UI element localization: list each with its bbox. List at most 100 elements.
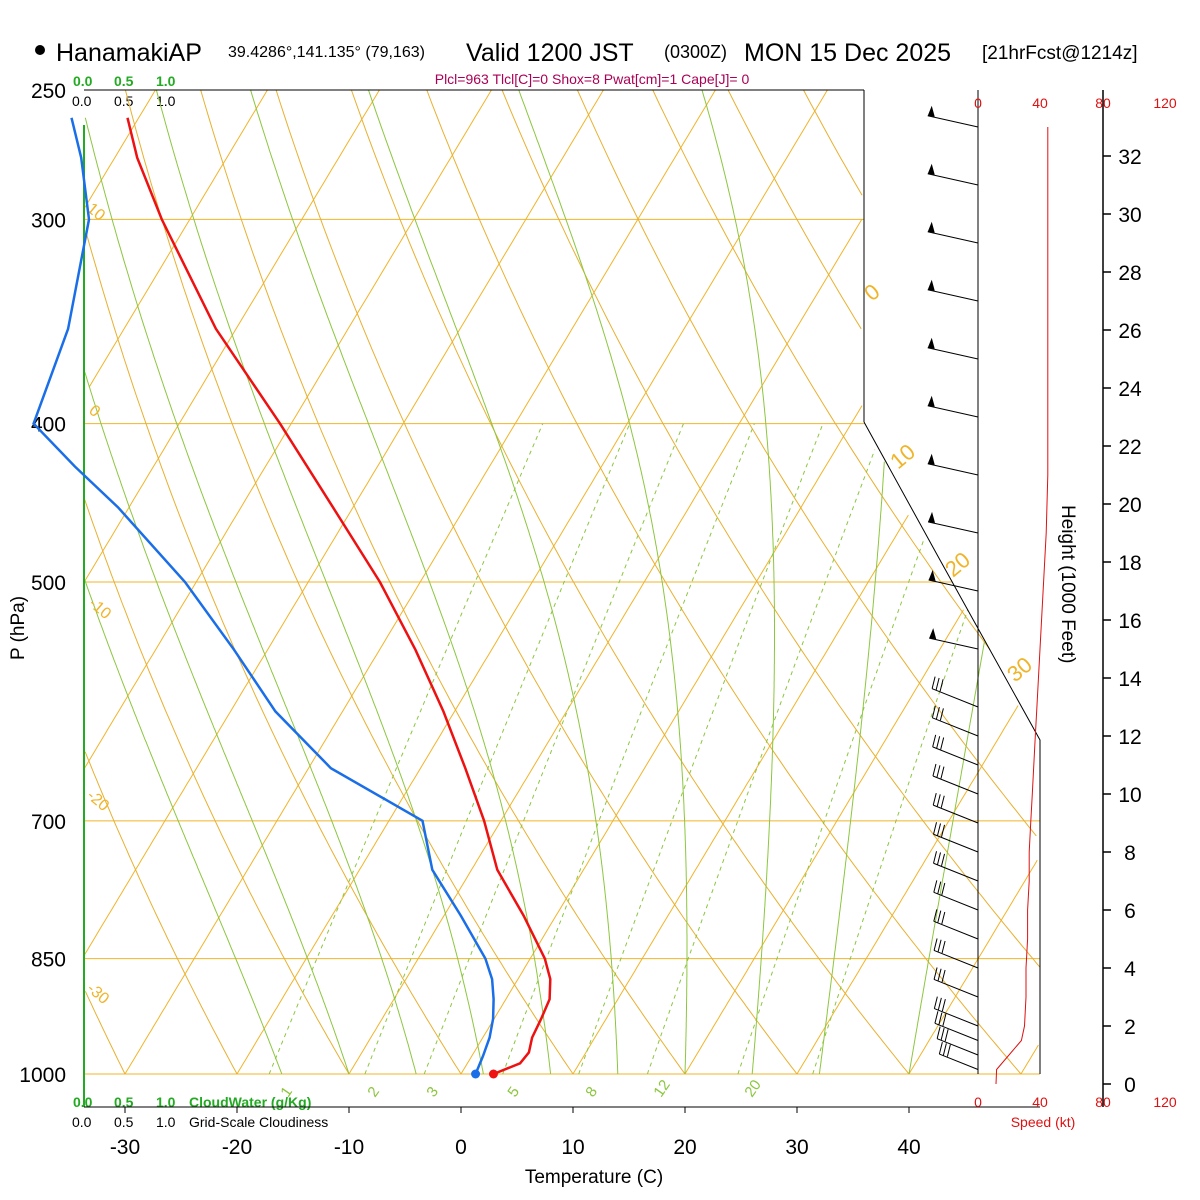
wind-barb-feather (937, 852, 942, 865)
wind-barb-staff (939, 1053, 979, 1070)
wind-barb-feather (941, 882, 946, 896)
cloud-scale-top-green-0: 0.0 (73, 73, 93, 89)
wind-barb-feather (937, 823, 942, 836)
speed-tick-top-80: 80 (1095, 95, 1111, 111)
wind-barb-staff (927, 347, 979, 360)
height-tick-0: 0 (1124, 1074, 1136, 1097)
height-tick-10: 10 (1118, 784, 1141, 807)
wind-barb-feather (940, 1027, 945, 1041)
speed-tick-bottom-0: 0 (974, 1094, 982, 1110)
mixing-ratio-line (737, 537, 925, 1075)
wind-barb-feather (946, 1044, 951, 1057)
wind-barb-staff (933, 949, 979, 969)
dewpoint-profile (32, 117, 495, 1075)
wind-barb-staff (929, 637, 979, 650)
wind-barb-feather (933, 909, 938, 922)
dry-adiabat (84, 499, 350, 1075)
wind-barb-feather (942, 1013, 947, 1027)
valid-time: Valid 1200 JST (466, 39, 634, 67)
wind-barb-pennant (927, 337, 935, 349)
mixing-ratio-label-2: 2 (364, 1084, 383, 1101)
temp-tick-20: 20 (673, 1136, 696, 1159)
cloud-scale-bottom-black-1: 0.5 (114, 1114, 134, 1130)
isotherm-lines: -30 -20 -10 0 10 20 30 40 (83, 89, 1039, 1159)
isotherm (124, 89, 716, 1075)
temp-tick--30: -30 (110, 1136, 140, 1159)
wind-barb-feather (941, 969, 946, 983)
temp-tick-40: 40 (897, 1136, 920, 1159)
cloud-scale-bottom-black-0: 0.0 (72, 1114, 92, 1130)
temp-tick-10: 10 (561, 1136, 584, 1159)
isotherm (236, 89, 828, 1075)
mixing-ratio-line (423, 423, 684, 1075)
wind-barb-feather (941, 940, 946, 954)
cloud-scale-bottom-black-2: 1.0 (156, 1114, 176, 1130)
height-tick-30: 30 (1118, 204, 1141, 227)
mixing-ratio-line (364, 423, 631, 1075)
mixing-ratio-label-12: 12 (650, 1077, 673, 1100)
dry-adiabat (85, 230, 462, 1075)
cloud-scale-bottom-green-2: 1.0 (156, 1094, 176, 1110)
wind-barb-feather (938, 1012, 943, 1025)
dry-adiabat (501, 89, 1041, 968)
cloud-scale-top-black-0: 0.0 (72, 93, 92, 109)
height-tick-24: 24 (1118, 378, 1142, 401)
wind-barb-feather (941, 853, 946, 866)
wind-barb-feather (937, 910, 942, 923)
wind-barb-feather (938, 1041, 943, 1055)
cloud-scale-top: 0.0 0.5 1.0 0.0 0.5 1.0 (72, 73, 176, 109)
wind-barb-feather (942, 1043, 947, 1056)
wind-barb-feather (940, 737, 945, 750)
height-tick-4: 4 (1124, 958, 1136, 981)
moist-adiabat (155, 89, 484, 1075)
moist-adiabat-label: 0 (859, 279, 884, 306)
pressure-tick-850: 850 (31, 949, 66, 972)
dry-adiabat (124, 89, 574, 1075)
wind-barb-staff (933, 862, 979, 882)
wind-barb-feather (933, 996, 938, 1009)
dry-adiabat (84, 991, 126, 1075)
mixing-ratio-label-3: 3 (423, 1084, 442, 1101)
axes: P (hPa) Temperature (C) Height (1000 Fee… (8, 95, 1177, 1188)
speed-tick-bottom-40: 40 (1032, 1094, 1048, 1110)
isotherm (84, 89, 492, 769)
cloudiness-label: Grid-Scale Cloudiness (189, 1114, 328, 1130)
wind-barb-pennant (927, 395, 935, 407)
height-tick-14: 14 (1118, 668, 1142, 691)
mixing-ratio-line (646, 449, 876, 1075)
wind-speed-line (995, 127, 1049, 1085)
wind-barb-feather (932, 763, 937, 777)
isotherm (908, 860, 1038, 1075)
height-tick-18: 18 (1118, 552, 1141, 575)
speed-axis-label: Speed (kt) (1011, 1114, 1076, 1130)
moist-adiabat (908, 641, 985, 1075)
speed-tick-bottom-120: 120 (1153, 1094, 1177, 1110)
temp-tick--10: -10 (334, 1136, 364, 1159)
moist-adiabat-lines (84, 89, 985, 1075)
wind-barb-feather (944, 1029, 949, 1042)
wind-barb-feather (939, 679, 944, 692)
dry-adiabat-label: -20 (83, 787, 112, 815)
wind-barb-staff (936, 1038, 979, 1056)
moist-adiabat-label: 10 (885, 439, 920, 474)
cloud-scale-bottom-green-1: 0.5 (114, 1094, 134, 1110)
mixing-ratio-line (268, 423, 544, 1075)
x-axis-label: Temperature (C) (525, 1167, 663, 1188)
wind-barb-staff (927, 231, 979, 244)
wind-barb-staff (927, 173, 979, 186)
isotherm (684, 609, 964, 1075)
wind-barb-feather (932, 793, 937, 806)
plot-frame (83, 89, 1104, 1108)
moist-adiabat (250, 89, 552, 1075)
wind-barb-staff (927, 289, 979, 302)
forecast-info: [21hrFcst@1214z] (982, 43, 1138, 64)
dry-adiabat (275, 89, 798, 1075)
wind-barb-staff (931, 688, 979, 708)
isotherm (1020, 1044, 1039, 1075)
moist-adiabat-label: 20 (940, 547, 975, 582)
height-axis-label: Height (1000 Feet) (1057, 505, 1078, 663)
mixing-ratio-lines: 1 2 3 5 8 12 20 (268, 423, 969, 1101)
wind-barb-staff (932, 775, 979, 795)
